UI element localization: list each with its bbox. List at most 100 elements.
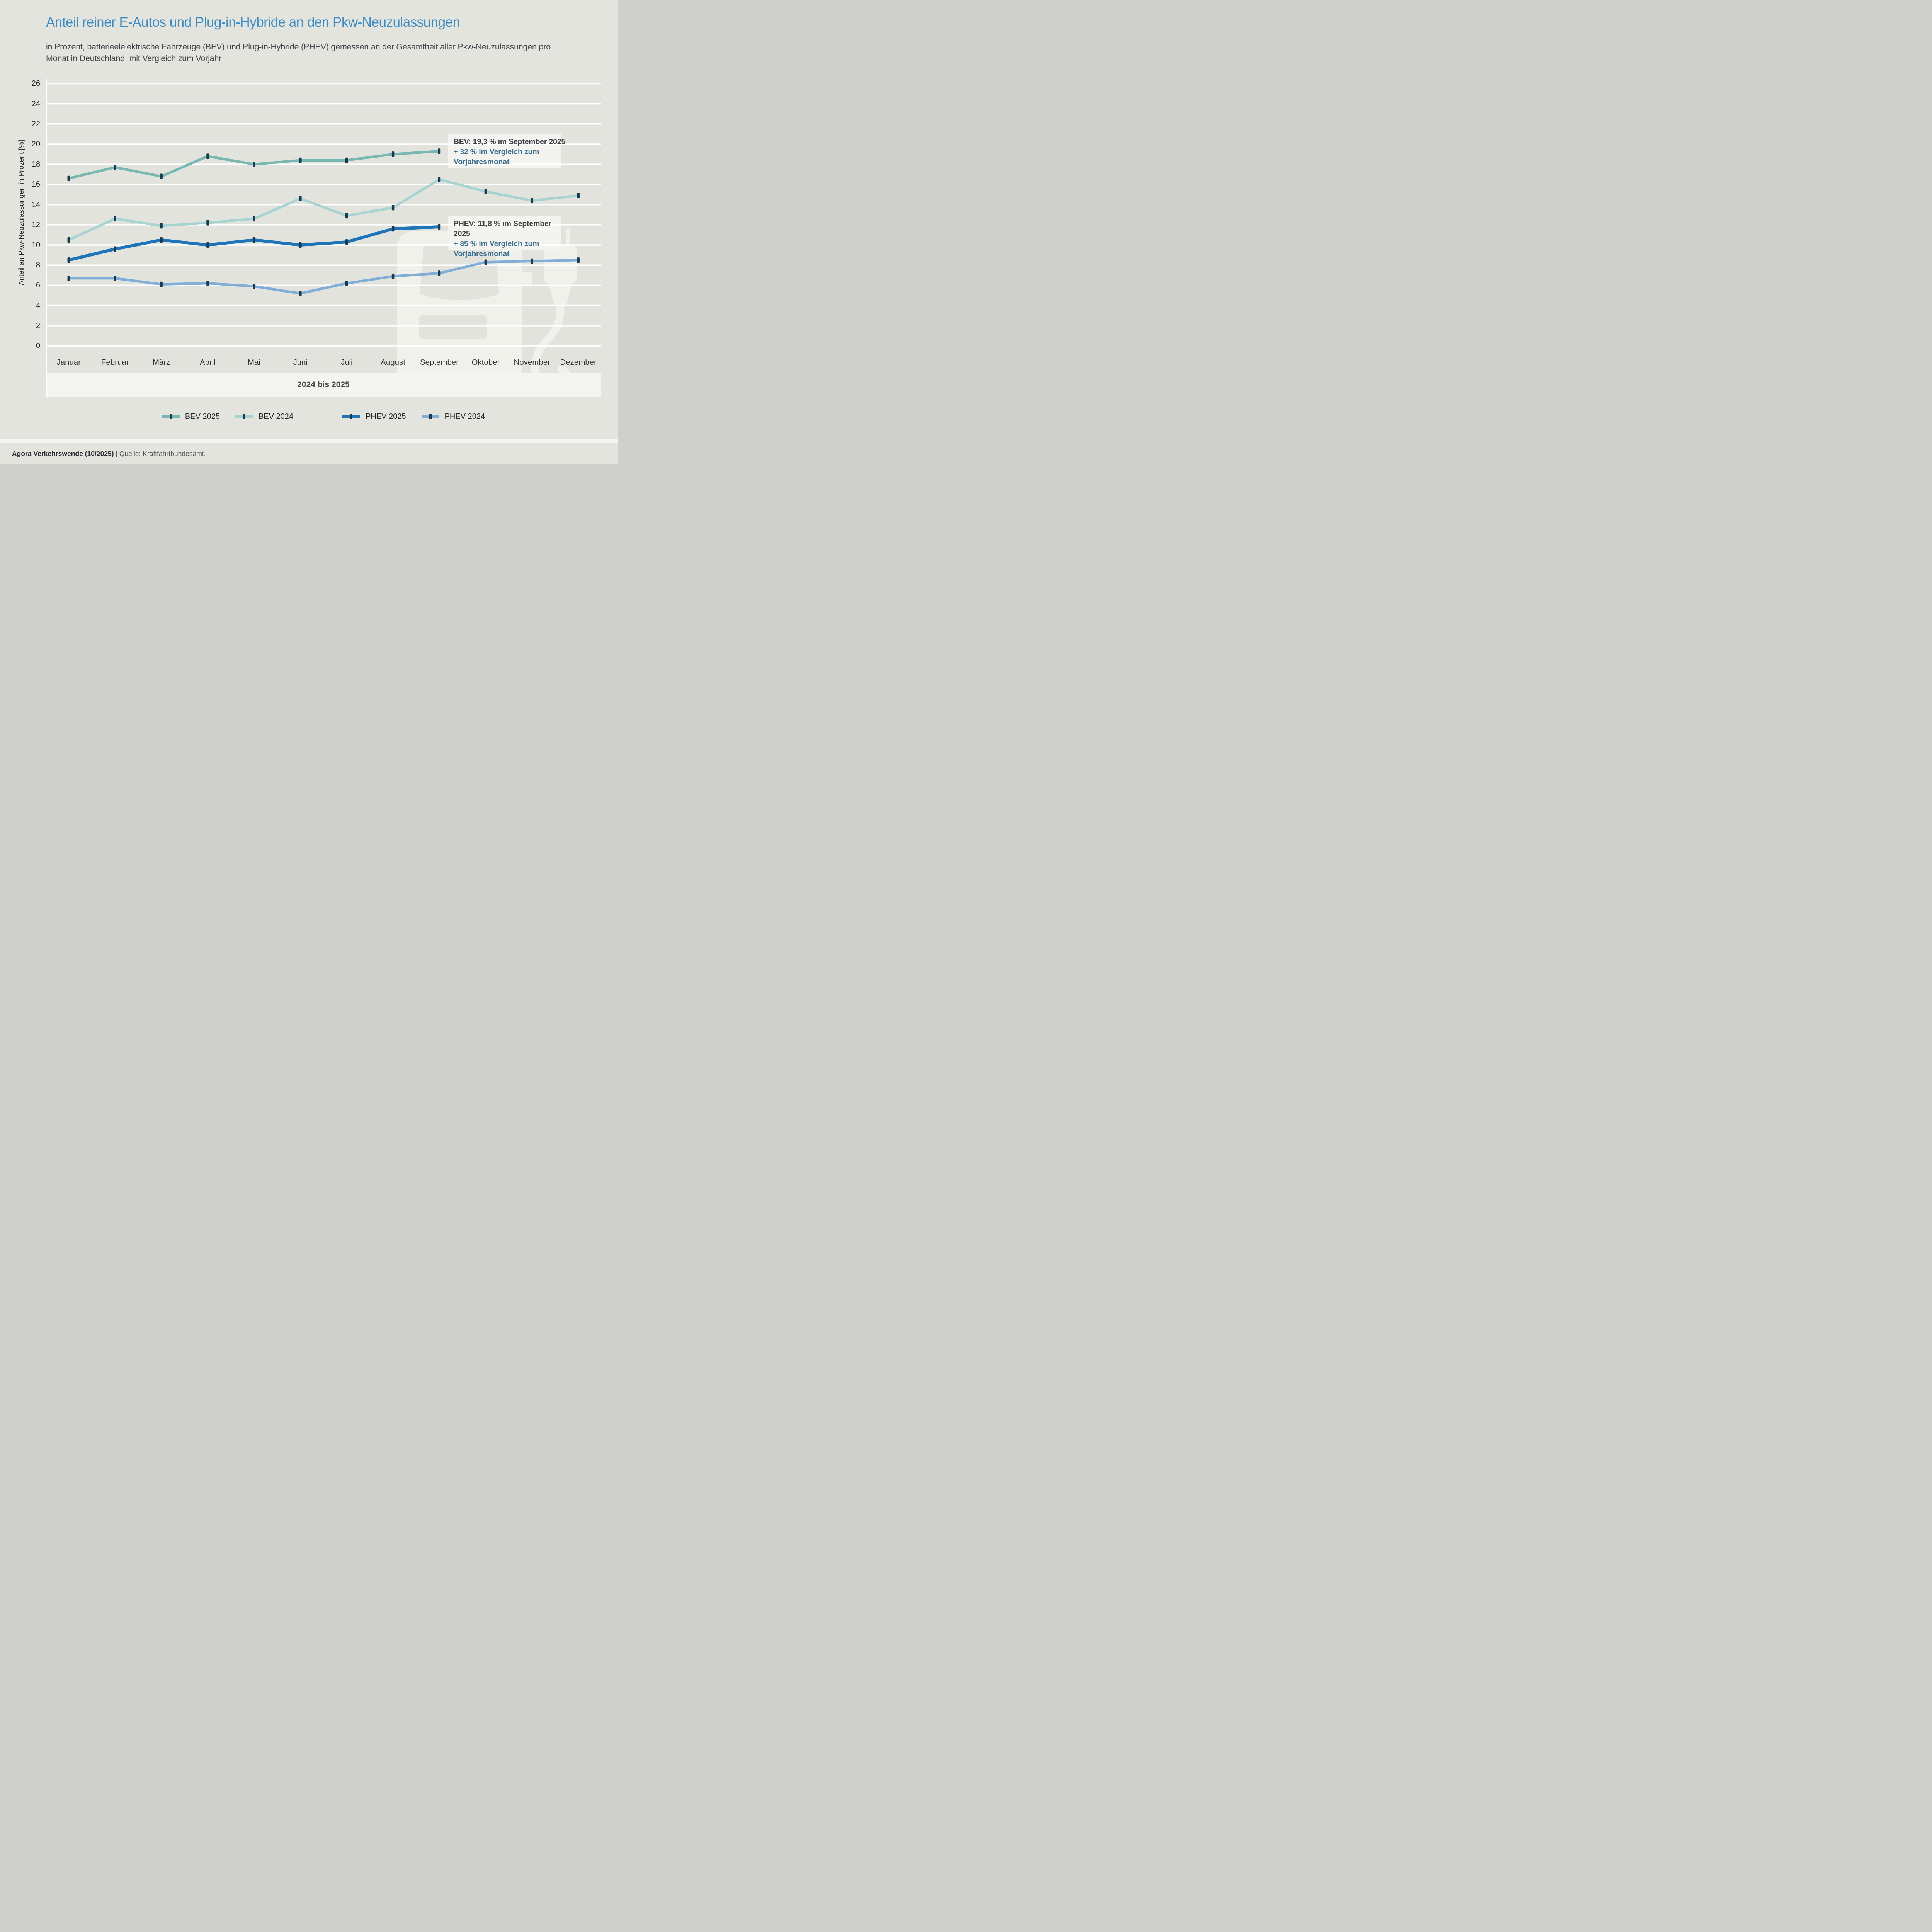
y-tick-label: 24: [31, 99, 40, 108]
data-point-marker-phev-2024: [345, 281, 348, 286]
data-point-marker-bev-2025: [299, 157, 302, 163]
y-tick-label: 16: [31, 180, 40, 189]
data-point-marker-bev-2024: [206, 220, 209, 226]
month-label: August: [381, 358, 405, 367]
month-label: Februar: [101, 358, 129, 367]
phev-annotation-comparison-1: + 85 % im Vergleich zum: [454, 240, 539, 248]
data-point-marker-phev-2024: [67, 276, 70, 281]
gridline: [47, 345, 601, 347]
legend-label: PHEV 2025: [366, 412, 406, 421]
gridline: [47, 284, 601, 286]
data-point-marker-phev-2025: [299, 242, 302, 248]
gridline: [47, 103, 601, 105]
data-point-marker-bev-2025: [345, 157, 348, 163]
month-label: November: [514, 358, 551, 367]
month-label: Oktober: [471, 358, 500, 367]
bev-annotation: BEV: 19,3 % im September 2025 + 32 % im …: [454, 137, 570, 167]
chart-legend: BEV 2025 BEV 2024 PHEV 2025 PHEV 2024: [46, 412, 601, 421]
legend-marker-tick: [243, 414, 245, 419]
data-point-marker-phev-2024: [299, 291, 302, 296]
data-point-marker-phev-2024: [206, 281, 209, 286]
legend-swatch: [342, 414, 361, 419]
y-tick-label: 20: [31, 140, 40, 148]
data-point-marker-bev-2024: [253, 216, 255, 222]
data-point-marker-phev-2024: [531, 258, 534, 264]
gridline: [47, 325, 601, 327]
footer-divider: [0, 439, 618, 443]
month-label: Juni: [293, 358, 308, 367]
ev-car-watermark-windshield: [420, 245, 499, 300]
series-line-bev-2024: [68, 178, 579, 241]
month-label: April: [200, 358, 216, 367]
legend-label: BEV 2025: [185, 412, 220, 421]
phev-annotation: PHEV: 11,8 % im September 2025 + 85 % im…: [454, 219, 570, 259]
gridline: [47, 143, 601, 145]
series-line-phev-2024: [68, 259, 578, 295]
plug-watermark-taper: [548, 281, 573, 308]
data-point-marker-bev-2025: [253, 162, 255, 167]
month-label: Januar: [56, 358, 81, 367]
bev-annotation-headline: BEV: 19,3 % im September 2025: [454, 138, 566, 146]
data-point-marker-phev-2025: [438, 224, 441, 230]
gridline: [47, 244, 601, 246]
data-point-marker-bev-2025: [160, 173, 163, 179]
legend-item-bev-2025: BEV 2025: [162, 412, 220, 421]
data-point-marker-bev-2025: [206, 153, 209, 159]
infographic-page: Anteil reiner E-Autos und Plug-in-Hybrid…: [0, 0, 618, 464]
legend-label: BEV 2024: [258, 412, 294, 421]
subtitle: in Prozent, batterieelelektrische Fahrze…: [46, 41, 599, 64]
data-point-marker-phev-2024: [438, 270, 441, 276]
legend-marker-tick: [429, 414, 432, 419]
data-point-marker-phev-2024: [484, 259, 487, 265]
footer-source: | Quelle: Kraftfahrtbundesamt.: [116, 450, 206, 457]
data-point-marker-bev-2024: [67, 237, 70, 243]
data-point-marker-phev-2025: [114, 246, 116, 252]
gridline: [47, 204, 601, 206]
gridline: [47, 83, 601, 85]
legend-item-bev-2024: BEV 2024: [235, 412, 293, 421]
month-label: Juli: [341, 358, 353, 367]
y-tick-label: 26: [31, 79, 40, 88]
y-tick-label: 2: [36, 321, 40, 330]
data-point-marker-bev-2024: [484, 189, 487, 194]
legend-item-phev-2025: PHEV 2025: [342, 412, 406, 421]
y-tick-label: 22: [31, 119, 40, 128]
y-axis-line: [46, 79, 47, 397]
data-point-marker-phev-2025: [345, 239, 348, 245]
gridline: [47, 123, 601, 125]
data-point-marker-phev-2025: [160, 237, 163, 243]
data-point-marker-bev-2024: [577, 193, 580, 199]
plug-watermark-head: [544, 245, 577, 284]
subtitle-line-2: Monat in Deutschland, mit Vergleich zum …: [46, 54, 222, 63]
plug-watermark-pin-right: [566, 228, 570, 246]
data-point-marker-bev-2024: [391, 205, 395, 211]
phev-annotation-headline: PHEV: 11,8 % im September 2025: [454, 219, 551, 238]
ev-car-watermark-grille: [419, 315, 487, 339]
legend-item-phev-2024: PHEV 2024: [421, 412, 485, 421]
line-chart-plot-area: 2024 bis 2025 Januar Februar März April Mai Ju…: [46, 79, 601, 397]
legend-swatch: [235, 414, 253, 419]
data-point-marker-phev-2025: [391, 226, 395, 232]
legend-label: PHEV 2024: [444, 412, 485, 421]
gridline: [47, 304, 601, 306]
subtitle-line-1: in Prozent, batterieelelektrische Fahrze…: [46, 42, 551, 51]
gridline: [47, 264, 601, 266]
data-point-marker-phev-2025: [253, 237, 255, 243]
month-label: Dezember: [560, 358, 597, 367]
data-point-marker-phev-2024: [391, 273, 395, 279]
data-point-marker-bev-2024: [114, 216, 116, 222]
month-label: Mai: [248, 358, 260, 367]
data-point-marker-phev-2025: [67, 257, 70, 263]
data-point-marker-bev-2025: [114, 165, 116, 170]
footer-publisher: Agora Verkehrswende (10/2025): [12, 450, 116, 457]
y-tick-label: 0: [36, 342, 40, 350]
footer-source-line: Agora Verkehrswende (10/2025) | Quelle: …: [12, 450, 206, 458]
data-point-marker-bev-2025: [391, 151, 395, 157]
y-tick-label: 6: [36, 281, 40, 290]
y-tick-label: 4: [36, 301, 40, 310]
data-point-marker-phev-2024: [160, 281, 163, 287]
phev-annotation-comparison-2: Vorjahresmonat: [454, 250, 510, 258]
bev-annotation-panel: [448, 134, 561, 168]
legend-marker-tick: [350, 414, 353, 419]
ev-car-watermark-mirror: [522, 272, 532, 285]
